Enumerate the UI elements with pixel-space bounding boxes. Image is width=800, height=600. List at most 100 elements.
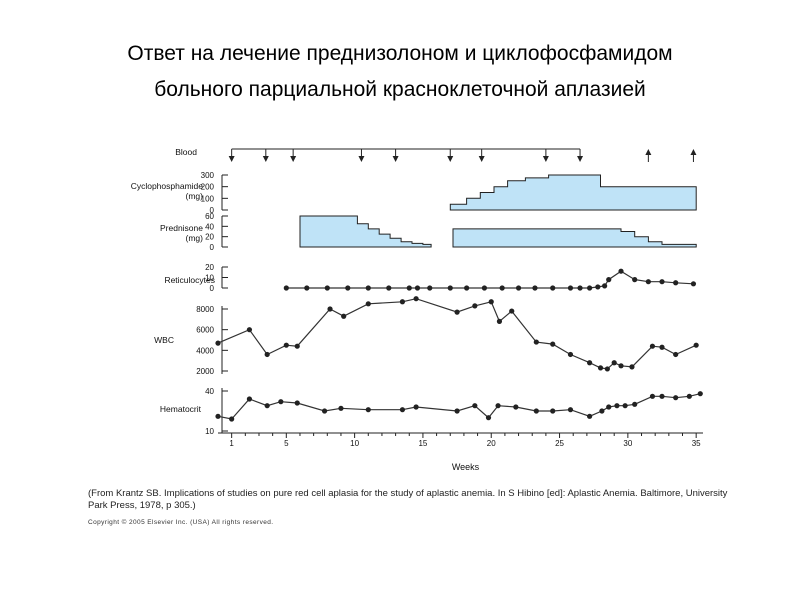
cyclophosphamide-label-1: (mg) xyxy=(186,191,204,201)
wbc-point-16 xyxy=(550,341,556,347)
blood-draw-arrow-5 xyxy=(447,156,454,162)
hematocrit-point-24 xyxy=(632,401,638,407)
cyclophosphamide-tick-label-1: 200 xyxy=(201,183,215,192)
wbc-point-22 xyxy=(618,363,624,369)
blood-draw-arrow-7 xyxy=(542,156,549,162)
reticulocytes-point-24 xyxy=(645,279,651,285)
hematocrit-point-25 xyxy=(649,393,656,399)
transfusion-arrow-1 xyxy=(690,149,697,155)
wbc-point-9 xyxy=(413,296,419,302)
reticulocytes-point-17 xyxy=(577,285,583,291)
x-axis-label: Weeks xyxy=(452,462,480,472)
figure-caption: (From Krantz SB. Implications of studies… xyxy=(88,488,728,512)
hematocrit-point-19 xyxy=(587,413,593,419)
hematocrit-point-13 xyxy=(485,415,492,421)
x-tick-label-7: 35 xyxy=(692,439,701,448)
reticulocytes-point-26 xyxy=(673,280,679,286)
wbc-point-17 xyxy=(567,351,574,358)
cyclophosphamide-label-0: Cyclophosphamide xyxy=(131,181,204,191)
reticulocytes-label: Reticulocytes xyxy=(164,275,215,285)
reticulocytes-point-9 xyxy=(447,285,453,291)
reticulocytes-point-3 xyxy=(345,285,351,291)
wbc-point-7 xyxy=(365,301,371,307)
hematocrit-point-8 xyxy=(365,407,371,413)
wbc-point-24 xyxy=(649,343,656,349)
reticulocytes-point-22 xyxy=(618,268,624,274)
cyclophosphamide-tick-label-2: 100 xyxy=(201,194,215,203)
wbc-point-26 xyxy=(673,351,679,358)
reticulocytes-point-5 xyxy=(386,285,392,291)
blood-draw-arrow-6 xyxy=(478,156,485,162)
hematocrit-point-10 xyxy=(413,404,419,410)
transfusion-arrow-0 xyxy=(645,149,652,155)
reticulocytes-point-20 xyxy=(602,283,608,289)
prednisone-label-1: (mg) xyxy=(186,233,204,243)
hematocrit-point-9 xyxy=(399,407,406,413)
blood-draw-arrow-8 xyxy=(577,156,584,162)
reticulocytes-point-23 xyxy=(632,277,638,283)
blood-draw-arrow-0 xyxy=(228,156,235,162)
blood-draw-arrow-4 xyxy=(392,156,399,162)
wbc-point-25 xyxy=(659,344,665,350)
wbc-point-0 xyxy=(215,340,221,346)
blood-draw-arrow-2 xyxy=(290,156,297,162)
hematocrit-point-17 xyxy=(550,408,556,414)
cyclophosphamide-tick-label-3: 0 xyxy=(210,206,215,215)
slide-title-line1: Ответ на лечение преднизолоном и циклофо… xyxy=(127,42,673,65)
reticulocytes-point-10 xyxy=(464,285,470,291)
slide-title-line2: больного парциальной красноклеточной апл… xyxy=(154,78,646,101)
wbc-point-1 xyxy=(246,327,253,333)
reticulocytes-point-6 xyxy=(406,285,412,291)
hematocrit-point-6 xyxy=(321,408,328,414)
wbc-point-3 xyxy=(283,342,289,348)
hematocrit-point-29 xyxy=(697,391,703,397)
reticulocytes-point-18 xyxy=(587,285,593,291)
hematocrit-point-16 xyxy=(533,408,539,414)
reticulocytes-line xyxy=(286,270,694,289)
slide-title: Ответ на лечение преднизолоном и циклофо… xyxy=(0,36,800,108)
hematocrit-point-15 xyxy=(513,404,519,410)
cyclophosphamide-tick-label-0: 300 xyxy=(201,171,215,180)
blood-label: Blood xyxy=(175,147,197,157)
wbc-point-13 xyxy=(496,318,503,324)
wbc-point-10 xyxy=(454,309,460,315)
hematocrit-tick-label-0: 40 xyxy=(205,387,214,396)
copyright-note: Copyright © 2005 Elsevier Inc. (USA) All… xyxy=(88,519,274,526)
blood-draw-arrow-3 xyxy=(358,156,365,162)
reticulocytes-point-14 xyxy=(532,285,538,291)
caption-source: (From Krantz SB. Implications of studies… xyxy=(88,488,728,511)
reticulocytes-point-27 xyxy=(690,281,697,287)
wbc-point-18 xyxy=(587,360,593,366)
wbc-tick-label-0: 8000 xyxy=(196,305,214,314)
prednisone-tick-label-1: 40 xyxy=(205,222,214,231)
wbc-point-2 xyxy=(264,351,270,358)
reticulocytes-point-12 xyxy=(499,285,505,291)
reticulocytes-tick-label-2: 0 xyxy=(210,284,215,293)
reticulocytes-point-25 xyxy=(659,279,665,285)
x-tick-label-4: 20 xyxy=(487,439,496,448)
reticulocytes-point-8 xyxy=(427,285,433,291)
hematocrit-point-22 xyxy=(614,403,620,409)
cyclophosphamide-dose-area xyxy=(449,174,697,211)
reticulocytes-tick-label-1: 10 xyxy=(205,274,214,283)
hematocrit-point-0 xyxy=(215,413,221,419)
x-tick-label-5: 25 xyxy=(555,439,564,448)
prednisone-tick-label-2: 20 xyxy=(205,233,214,242)
hematocrit-point-21 xyxy=(606,404,612,410)
hematocrit-point-1 xyxy=(229,416,235,422)
wbc-label: WBC xyxy=(154,335,174,345)
hematocrit-point-12 xyxy=(472,403,478,409)
hematocrit-point-23 xyxy=(622,403,628,409)
hematocrit-point-3 xyxy=(264,403,270,409)
wbc-point-5 xyxy=(327,306,333,312)
blood-draw-arrow-1 xyxy=(262,156,269,162)
hematocrit-point-20 xyxy=(599,408,605,414)
hematocrit-point-28 xyxy=(686,393,692,399)
x-tick-label-0: 1 xyxy=(229,439,234,448)
hematocrit-point-2 xyxy=(246,396,253,402)
reticulocytes-point-1 xyxy=(304,285,310,291)
wbc-point-8 xyxy=(399,299,406,305)
hematocrit-point-7 xyxy=(338,405,344,411)
wbc-point-19 xyxy=(597,365,604,371)
reticulocytes-point-21 xyxy=(606,277,612,283)
